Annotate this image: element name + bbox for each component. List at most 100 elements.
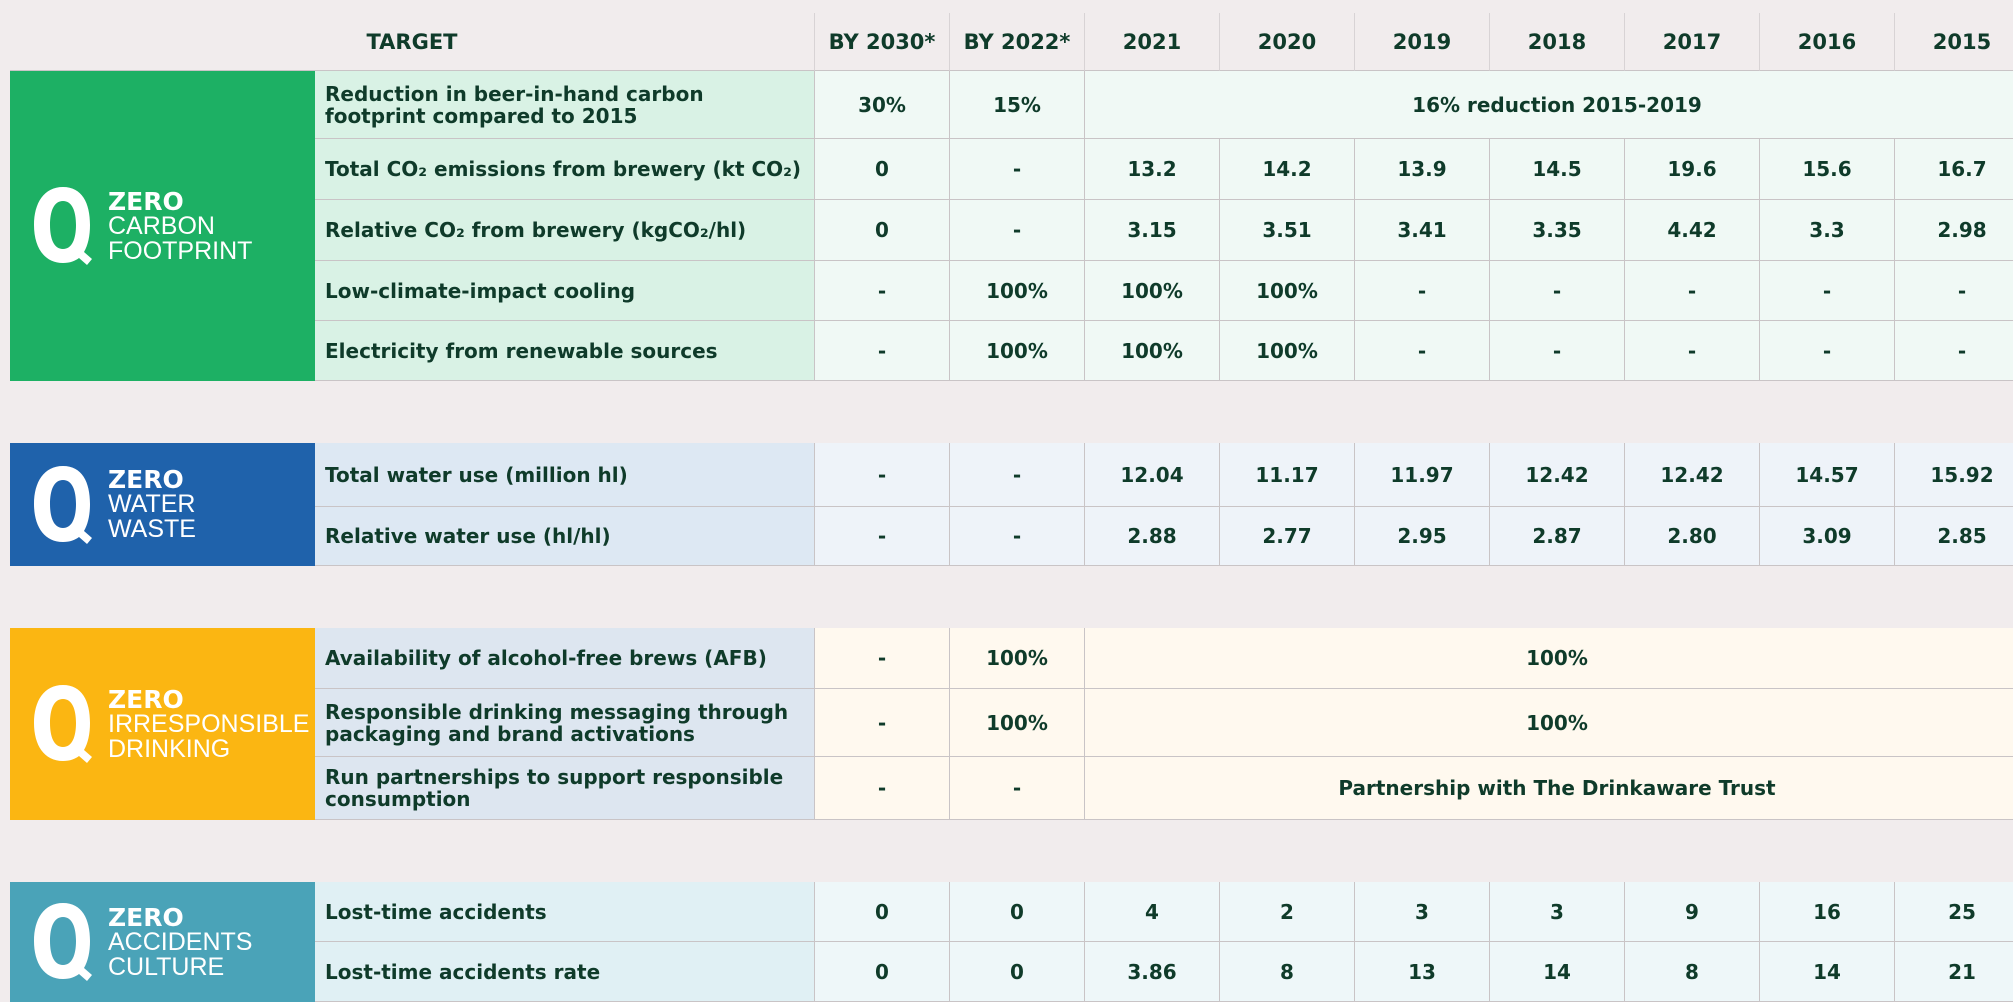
value-cell: 11.17 [1220,443,1355,507]
target-cell: - [815,321,950,381]
value-cell: 14 [1490,942,1625,1002]
target-cell: 100% [950,321,1085,381]
value-cell: 2.98 [1895,200,2013,261]
value-cell: 4 [1085,882,1220,942]
value-cell: 16 [1760,882,1895,942]
value-cell: - [1895,321,2013,381]
header-column: BY 2022* [950,13,1085,71]
value-cell: 100% [1085,261,1220,321]
row-label: Total water use (million hl) [315,443,815,507]
value-cell: 3.15 [1085,200,1220,261]
value-cell: 2 [1220,882,1355,942]
target-cell: 100% [950,689,1085,757]
value-cell: 13 [1355,942,1490,1002]
banner-line: FOOTPRINT [108,236,253,265]
row-label: Low-climate-impact cooling [315,261,815,321]
banner-line: ZERO [108,902,184,932]
value-cell: 2.88 [1085,507,1220,566]
value-cell: 12.04 [1085,443,1220,507]
value-cell: 11.97 [1355,443,1490,507]
merged-cell: 100% [1085,628,2013,689]
value-cell: - [1355,261,1490,321]
value-cell: 2.77 [1220,507,1355,566]
value-cell: 12.42 [1625,443,1760,507]
row-label: Reduction in beer-in-hand carbon footpri… [315,71,815,139]
value-cell: 2.80 [1625,507,1760,566]
value-cell: 15.6 [1760,139,1895,200]
target-cell: - [815,757,950,820]
value-cell: - [1355,321,1490,381]
value-cell: 25 [1895,882,2013,942]
header-column: BY 2030* [815,13,950,71]
value-cell: 2.95 [1355,507,1490,566]
banner-line: ACCIDENTS [108,927,253,956]
value-cell: 19.6 [1625,139,1760,200]
target-cell: 15% [950,71,1085,139]
row-label: Electricity from renewable sources [315,321,815,381]
icon [34,685,92,763]
row-label: Lost-time accidents [315,882,815,942]
value-cell: 14.5 [1490,139,1625,200]
banner-title: ZERO IRRESPONSIBLE DRINKING [108,687,309,762]
value-cell: - [1895,261,2013,321]
value-cell: 16.7 [1895,139,2013,200]
target-cell: - [950,757,1085,820]
value-cell: 14.57 [1760,443,1895,507]
target-cell: 30% [815,71,950,139]
value-cell: 3.3 [1760,200,1895,261]
value-cell: 8 [1220,942,1355,1002]
merged-cell: 16% reduction 2015-2019 [1085,71,2013,139]
value-cell: 3.86 [1085,942,1220,1002]
value-cell: 8 [1625,942,1760,1002]
header-column: 2016 [1760,13,1895,71]
merged-cell: Partnership with The Drinkaware Trust [1085,757,2013,820]
value-cell: 4.42 [1625,200,1760,261]
merged-cell: 100% [1085,689,2013,757]
value-cell: 100% [1085,321,1220,381]
value-cell: 13.9 [1355,139,1490,200]
header-target: TARGET [10,13,815,71]
value-cell: 14 [1760,942,1895,1002]
value-cell: 2.87 [1490,507,1625,566]
target-cell: - [815,261,950,321]
value-cell: 15.92 [1895,443,2013,507]
icon [34,465,92,544]
header-column: 2018 [1490,13,1625,71]
banner-title: ZERO WATER WASTE [108,467,196,542]
header-column: 2015 [1895,13,2013,71]
section-banner: ZERO WATER WASTE [10,443,315,566]
target-cell: 100% [950,261,1085,321]
value-cell: - [1625,321,1760,381]
target-cell: - [815,443,950,507]
banner-line: DRINKING [108,734,231,763]
target-cell: 0 [950,942,1085,1002]
row-label: Relative water use (hl/hl) [315,507,815,566]
banner-title: ZERO ACCIDENTS CULTURE [108,905,252,980]
target-cell: 100% [950,628,1085,689]
banner-title: ZERO CARBON FOOTPRINT [108,189,252,264]
value-cell: - [1625,261,1760,321]
value-cell: 13.2 [1085,139,1220,200]
row-label: Run partnerships to support responsible … [315,757,815,820]
target-cell: - [950,443,1085,507]
target-cell: 0 [815,942,950,1002]
value-cell: - [1760,261,1895,321]
icon [34,187,92,265]
value-cell: 3 [1355,882,1490,942]
banner-line: ZERO [108,465,184,494]
value-cell: 100% [1220,321,1355,381]
row-label: Responsible drinking messaging through p… [315,689,815,757]
value-cell: - [1490,261,1625,321]
header-column: 2021 [1085,13,1220,71]
target-cell: 0 [950,882,1085,942]
value-cell: 2.85 [1895,507,2013,566]
banner-line: IRRESPONSIBLE [108,709,310,738]
banner-line: WASTE [108,515,196,543]
banner-line: CULTURE [108,952,225,981]
header-column: 2020 [1220,13,1355,71]
value-cell: 9 [1625,882,1760,942]
value-cell: 12.42 [1490,443,1625,507]
value-cell: 3 [1490,882,1625,942]
section-banner: ZERO CARBON FOOTPRINT [10,71,315,381]
